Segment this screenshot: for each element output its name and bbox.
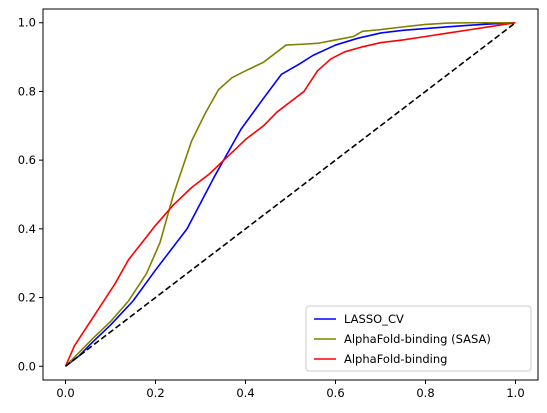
legend-label: AlphaFold-binding bbox=[344, 352, 447, 366]
y-tick-label: 0.0 bbox=[18, 359, 36, 373]
y-tick-label: 0.4 bbox=[18, 222, 36, 236]
x-tick-label: 1.0 bbox=[506, 386, 524, 400]
plot-frame bbox=[42, 8, 539, 381]
y-tick-label: 0.2 bbox=[18, 291, 36, 305]
x-tick-label: 0.2 bbox=[146, 386, 164, 400]
series-layer bbox=[64, 21, 516, 367]
legend-label: AlphaFold-binding (SASA) bbox=[344, 332, 491, 346]
series-line-2 bbox=[64, 21, 516, 367]
legend-box bbox=[305, 305, 532, 372]
diagonal-reference-line bbox=[65, 22, 516, 367]
series-line-1 bbox=[64, 21, 516, 367]
x-tick-label: 0.8 bbox=[416, 386, 434, 400]
x-tick-label: 0.0 bbox=[56, 386, 74, 400]
y-tick-label: 1.0 bbox=[18, 16, 36, 30]
legend-label: LASSO_CV bbox=[344, 312, 404, 326]
y-tick-label: 0.8 bbox=[18, 84, 36, 98]
series-line-0 bbox=[65, 21, 516, 367]
y-tick-label: 0.6 bbox=[18, 153, 36, 167]
y-axis: 0.0 0.2 0.4 0.6 0.8 1.0 bbox=[18, 16, 43, 373]
plot-area bbox=[42, 8, 539, 381]
x-tick-label: 0.4 bbox=[236, 386, 254, 400]
x-tick-label: 0.6 bbox=[326, 386, 344, 400]
x-axis: 0.0 0.2 0.4 0.6 0.8 1.0 bbox=[56, 380, 525, 400]
legend: LASSO_CV AlphaFold-binding (SASA) AlphaFol… bbox=[305, 305, 532, 372]
